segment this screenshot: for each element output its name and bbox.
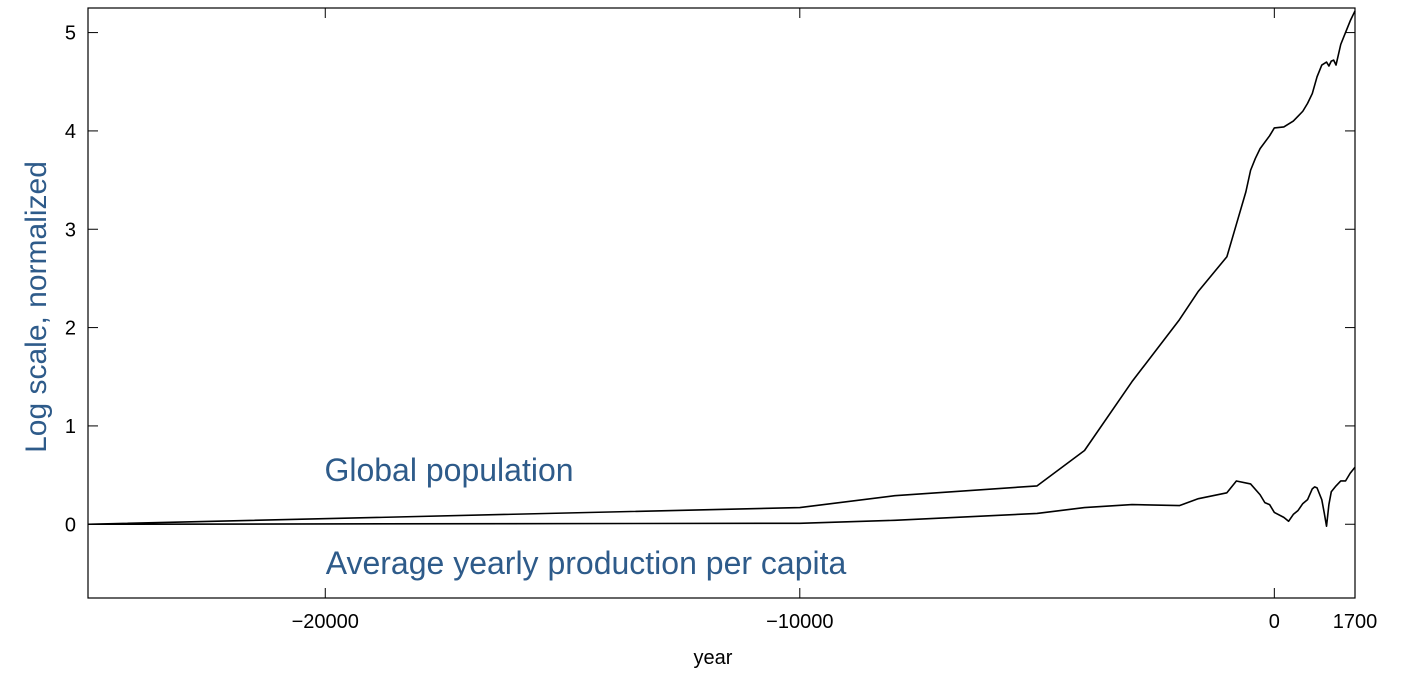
series-line-global-population: [87, 10, 1356, 526]
annotation-global-population: Global population: [324, 452, 573, 488]
series-line-average-yearly-production: [87, 466, 1356, 528]
x-tick-label: 0: [1269, 611, 1280, 633]
x-tick-label: −20000: [292, 611, 359, 633]
x-tick-label: −10000: [766, 611, 833, 633]
y-tick-label: 4: [65, 121, 76, 143]
y-axis-title: Log scale, normalized: [20, 161, 53, 453]
y-tick-label: 0: [65, 514, 76, 536]
y-tick-label: 3: [65, 219, 76, 241]
plot-frame: [87, 7, 1356, 599]
tick-labels: −20000 −10000 0 1700 0 1 2 3 4 5: [65, 23, 1377, 633]
y-tick-label: 1: [65, 416, 76, 438]
annotation-average-yearly-production: Average yearly production per capita: [326, 545, 847, 581]
series-lines: [87, 10, 1356, 528]
y-tick-label: 2: [65, 318, 76, 340]
x-axis-title: year: [694, 647, 733, 669]
y-tick-label: 5: [65, 23, 76, 45]
x-tick-label: 1700: [1333, 611, 1378, 633]
